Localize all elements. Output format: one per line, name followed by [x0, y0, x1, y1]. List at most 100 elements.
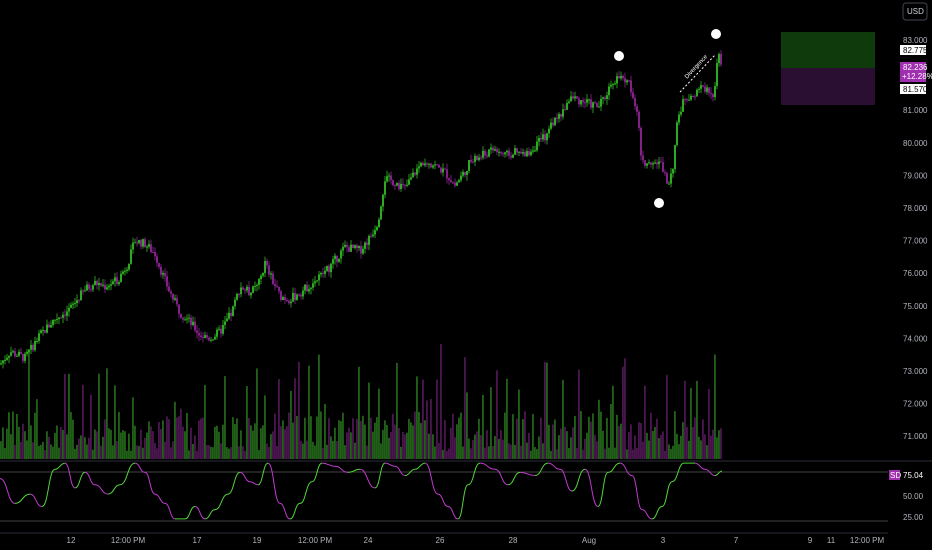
- volume-bar: [338, 420, 340, 459]
- candle-body: [276, 286, 278, 288]
- candle-body: [380, 206, 382, 220]
- candle-body: [176, 298, 178, 305]
- tag-low-bg: [900, 84, 926, 94]
- volume-bar: [348, 427, 350, 459]
- volume-bar: [356, 418, 358, 459]
- candle-body: [352, 244, 354, 248]
- candle-body: [446, 169, 448, 179]
- candle-body: [288, 300, 290, 304]
- tag-high-bg: [900, 45, 926, 55]
- candle-body: [246, 286, 248, 291]
- candle-body: [586, 99, 588, 103]
- candle-body: [650, 162, 652, 165]
- volume-bar: [502, 439, 504, 459]
- currency-button-bg[interactable]: [902, 2, 928, 21]
- volume-bar: [24, 431, 26, 459]
- volume-bar: [510, 444, 512, 459]
- candle-body: [254, 285, 256, 287]
- volume-bar: [86, 444, 88, 459]
- candle-body: [252, 286, 254, 293]
- volume-bar: [96, 431, 98, 459]
- candle-body: [636, 106, 638, 112]
- volume-bar: [238, 446, 240, 459]
- price-axis[interactable]: 81.000 80.000 79.000 78.000 77.000 76.000 75.0…: [903, 36, 928, 441]
- volume-bar: [94, 429, 96, 459]
- candle-body: [416, 168, 418, 175]
- tag-last-bg: [900, 62, 926, 82]
- currency-button[interactable]: USD: [902, 2, 928, 21]
- volume-bar: [156, 448, 158, 459]
- candle-body: [626, 80, 628, 83]
- candle-body: [78, 300, 80, 302]
- currency-button-label[interactable]: USD: [907, 7, 924, 16]
- volume-bar: [342, 412, 344, 459]
- volume-bar: [558, 435, 560, 459]
- candle-body: [150, 244, 152, 252]
- volume-bar: [696, 380, 698, 459]
- volume-bar: [164, 441, 166, 459]
- candle-body: [248, 286, 250, 296]
- volume-bar: [16, 413, 18, 459]
- candle-body: [96, 280, 98, 286]
- volume-bar: [318, 354, 320, 459]
- volume-bar: [350, 432, 352, 459]
- divergence-label: Divergence: [684, 54, 710, 81]
- volume-bar: [496, 370, 498, 459]
- volume-bar: [624, 358, 626, 459]
- candle-body: [680, 111, 682, 115]
- candle-body: [152, 251, 154, 253]
- volume-bar: [202, 417, 204, 459]
- candle-body: [492, 147, 494, 151]
- volume-bar: [48, 436, 50, 459]
- volume-bar: [366, 445, 368, 459]
- volume-bar: [182, 426, 184, 459]
- time-axis[interactable]: 12 12:00 PM 17 19 12:00 PM 24 26 28 Aug 3 7 9 11 12:0…: [0, 532, 888, 545]
- volume-bar: [346, 432, 348, 459]
- candle-body: [350, 244, 352, 252]
- volume-bar: [478, 418, 480, 459]
- volume-bar: [416, 376, 418, 459]
- volume-bar: [514, 444, 516, 459]
- candle-body: [230, 312, 232, 316]
- volume-bar: [424, 420, 426, 459]
- candle-body: [406, 184, 408, 186]
- candle-body: [300, 294, 302, 297]
- candle-body: [562, 109, 564, 117]
- volume-bar: [4, 447, 6, 459]
- candle-body: [550, 122, 552, 129]
- volume-bar: [50, 444, 52, 459]
- price-candles[interactable]: [0, 49, 722, 369]
- volume-bar: [186, 413, 188, 459]
- candle-body: [682, 99, 684, 112]
- volume-bar: [540, 417, 542, 459]
- candle-body: [210, 339, 212, 341]
- position-box[interactable]: [781, 32, 875, 105]
- candle-body: [146, 246, 148, 248]
- volume-bar: [526, 442, 528, 459]
- candle-body: [628, 80, 630, 82]
- volume-bar: [302, 443, 304, 459]
- candle-body: [34, 341, 36, 351]
- candle-body: [614, 83, 616, 85]
- candle-body: [120, 273, 122, 283]
- candle-body: [318, 274, 320, 281]
- volume-bar: [492, 446, 494, 459]
- candle-body: [710, 93, 712, 95]
- candle-body: [30, 344, 32, 350]
- volume-bar: [194, 435, 196, 459]
- volume-bar: [170, 447, 172, 459]
- candle-body: [620, 75, 622, 79]
- volume-bar: [226, 447, 228, 459]
- volume-bar: [256, 368, 258, 459]
- volume-bar: [438, 442, 440, 459]
- candle-body: [126, 269, 128, 271]
- marker-trough: [654, 198, 664, 208]
- price-tick: 80.000: [903, 139, 928, 148]
- candle-body: [578, 98, 580, 105]
- candle-body: [354, 245, 356, 248]
- candle-body: [404, 184, 406, 186]
- volume-bar: [632, 449, 634, 459]
- volume-bar: [380, 443, 382, 459]
